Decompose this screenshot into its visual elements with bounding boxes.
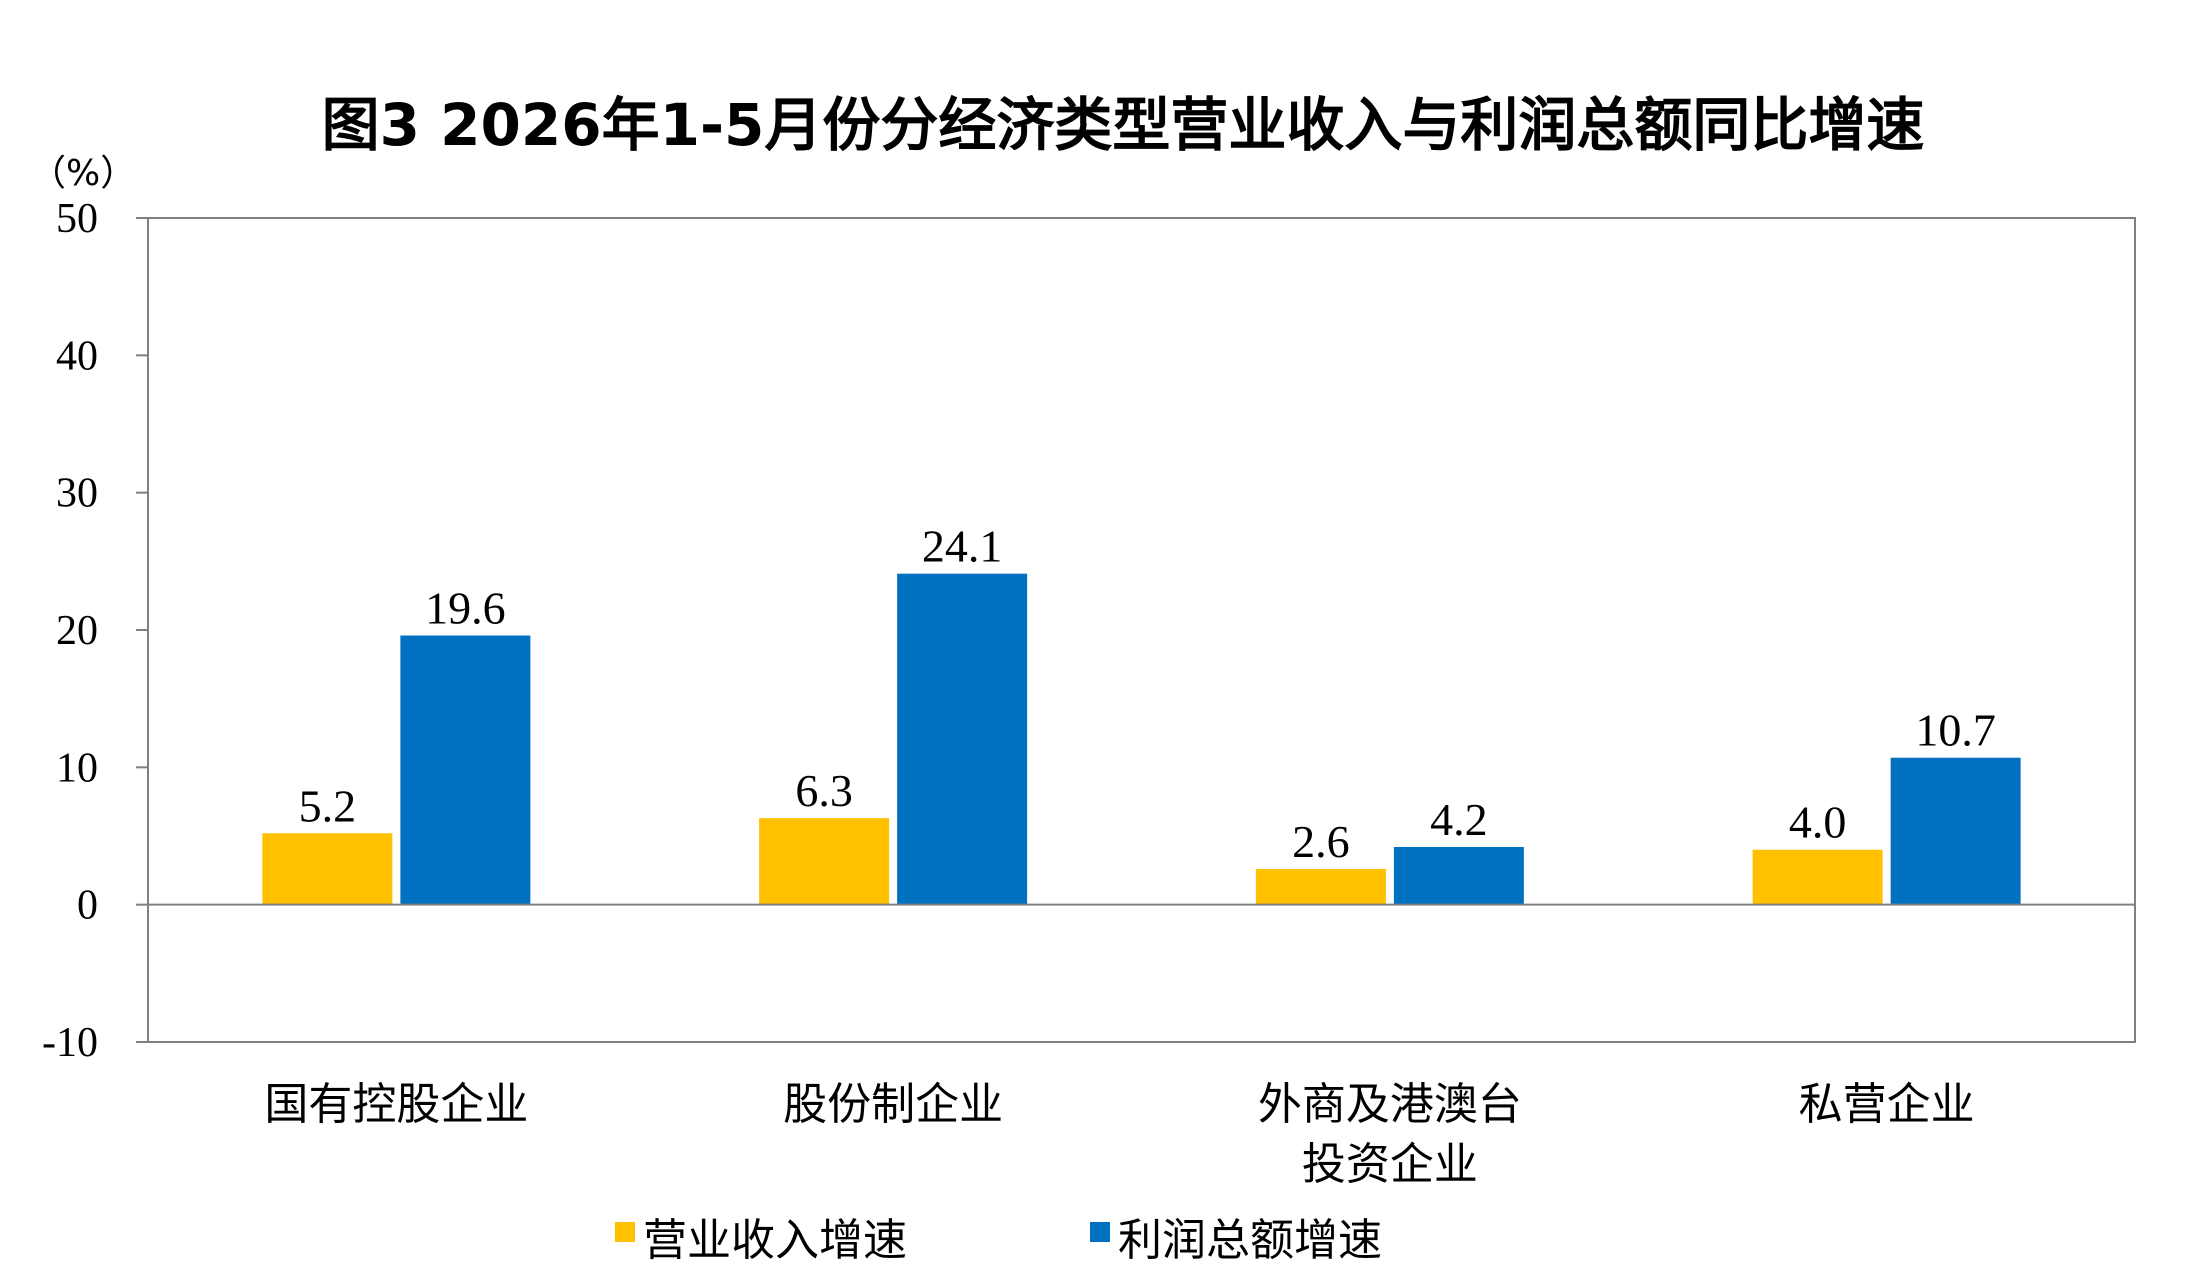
data-label: 2.6	[1292, 816, 1350, 867]
category-label: 投资企业	[1302, 1139, 1478, 1190]
y-tick-label: 0	[77, 883, 98, 929]
bar	[400, 635, 531, 905]
bar	[1752, 849, 1883, 905]
bar	[262, 833, 393, 905]
category-label: 外商及港澳台	[1258, 1079, 1522, 1130]
data-label: 4.0	[1789, 797, 1847, 848]
data-label: 6.3	[795, 765, 853, 816]
y-axis-ticks: -10 0 10 20 30 40 50	[42, 196, 148, 1066]
data-label: 19.6	[425, 582, 506, 633]
bar	[1255, 868, 1386, 905]
legend-label: 营业收入增速	[643, 1215, 907, 1266]
bar	[1393, 846, 1524, 905]
chart-title: 图3 2026年1-5月份分经济类型营业收入与利润总额同比增速	[322, 91, 1925, 159]
y-axis-unit-label: （%）	[30, 153, 136, 194]
bars	[262, 573, 2021, 905]
y-tick-label: 50	[56, 196, 98, 242]
category-label: 私营企业	[1799, 1079, 1975, 1130]
data-label: 4.2	[1430, 794, 1488, 845]
category-label: 股份制企业	[783, 1079, 1003, 1130]
legend-label: 利润总额增速	[1118, 1215, 1382, 1266]
legend-swatch	[1090, 1222, 1110, 1242]
legend-swatch	[615, 1222, 635, 1242]
category-label: 国有控股企业	[264, 1079, 528, 1130]
legend: 营业收入增速 利润总额增速	[615, 1215, 1382, 1266]
y-tick-label: 10	[56, 745, 98, 791]
data-labels: 5.2 19.6 6.3 24.1 2.6 4.2 4.0 10.7	[299, 521, 1996, 867]
data-label: 24.1	[922, 521, 1003, 572]
y-tick-label: 20	[56, 608, 98, 654]
bar	[1890, 757, 2021, 905]
y-tick-label: -10	[42, 1020, 98, 1066]
data-label: 5.2	[299, 780, 357, 831]
y-tick-label: 30	[56, 471, 98, 517]
bar	[759, 818, 890, 905]
data-label: 10.7	[1915, 705, 1996, 756]
y-tick-label: 40	[56, 333, 98, 379]
bar	[897, 573, 1028, 905]
